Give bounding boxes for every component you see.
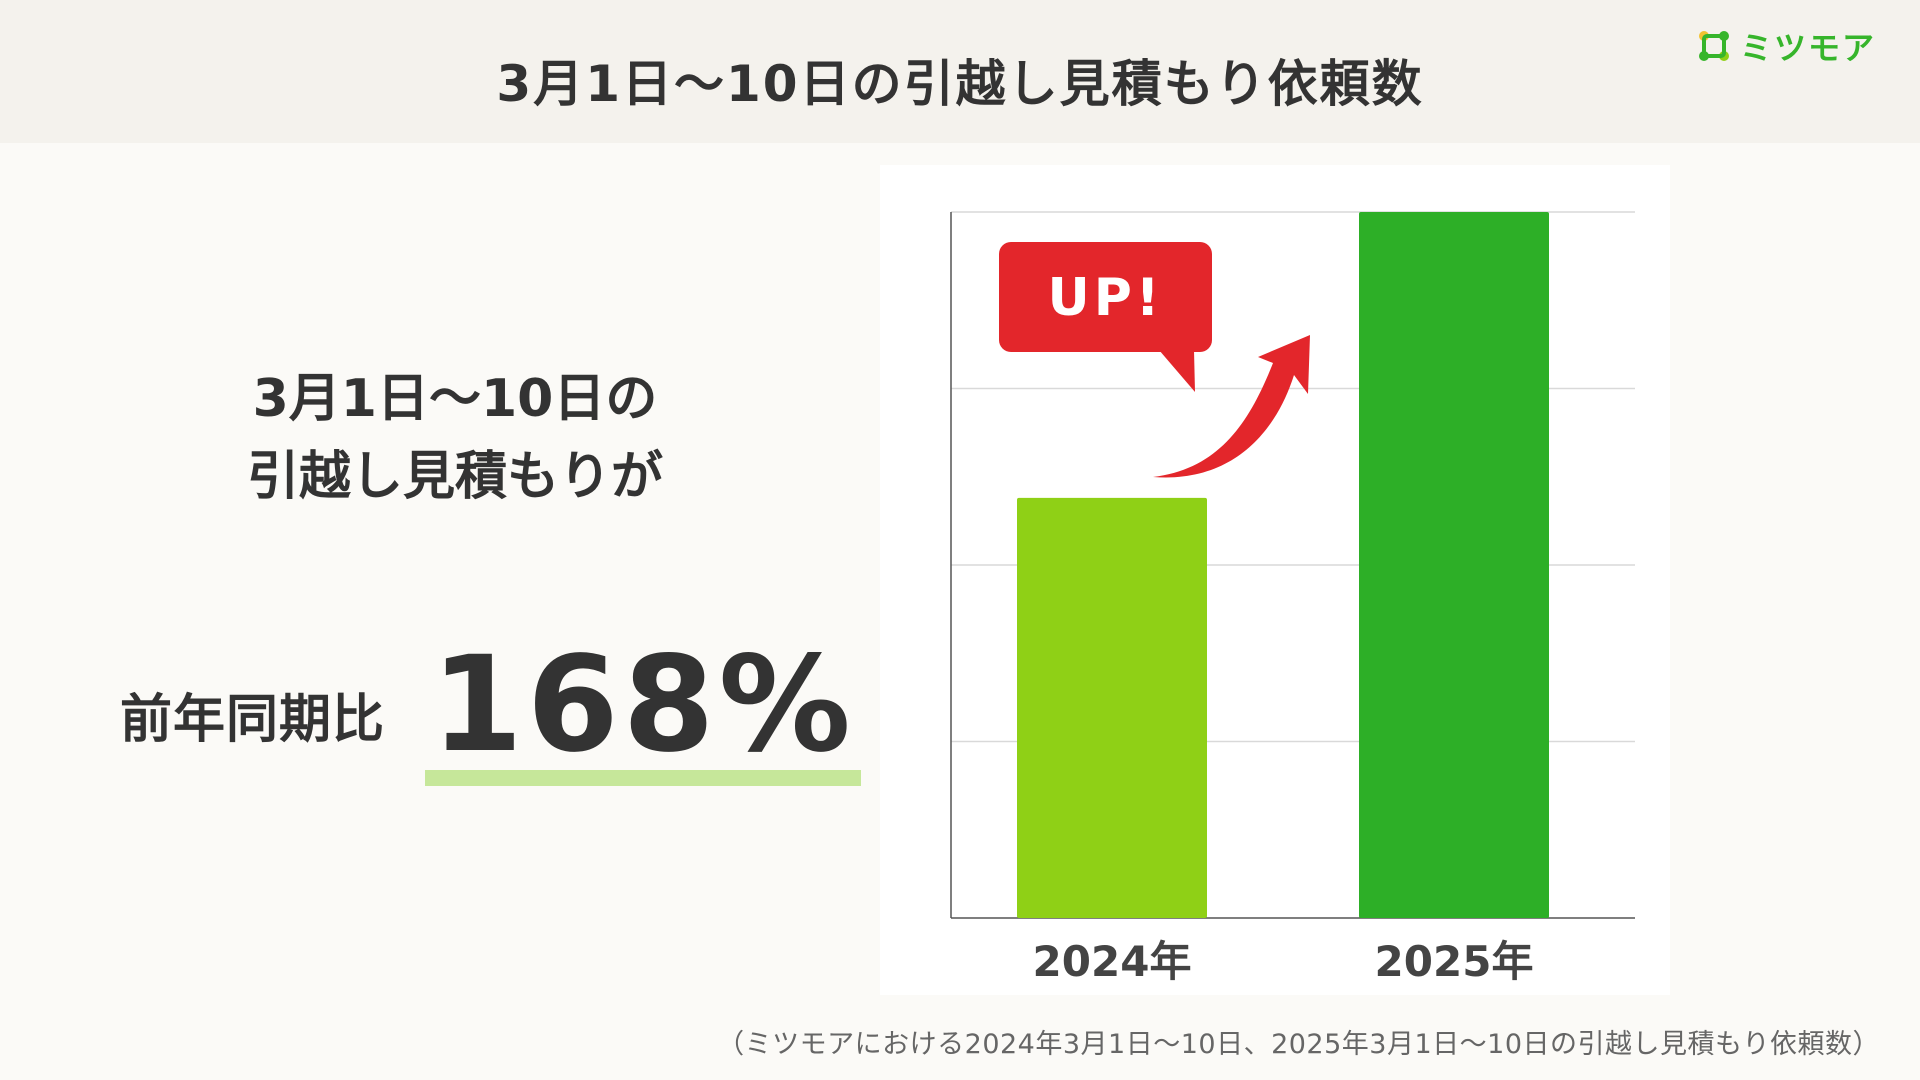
x-tick-label: 2025年 xyxy=(1375,937,1534,986)
comparison-underline xyxy=(425,770,861,786)
bar-2025年 xyxy=(1359,212,1549,918)
up-callout-text: UP! xyxy=(1047,268,1163,328)
page-title: 3月1日〜10日の引越し見積もり依頼数 xyxy=(496,55,1424,113)
headline-line-1: 3月1日〜10日の xyxy=(252,369,658,429)
footnote: （ミツモアにおける2024年3月1日〜10日、2025年3月1日〜10日の引越し… xyxy=(717,1029,1880,1060)
headline-block: 3月1日〜10日の 引越し見積もりが xyxy=(110,360,800,516)
chart-panel: 2024年 2025年 UP! xyxy=(880,165,1670,995)
x-tick-label: 2024年 xyxy=(1033,937,1192,986)
logo-text: ミツモア xyxy=(1739,29,1876,67)
comparison-value-wrap: 168% xyxy=(425,628,861,786)
comparison-label: 前年同期比 xyxy=(120,690,386,750)
brand-logo[interactable]: ミツモア xyxy=(1696,26,1876,67)
header-bar: 3月1日〜10日の引越し見積もり依頼数 ミツモア xyxy=(0,0,1920,143)
bar-chart: 2024年 2025年 UP! xyxy=(950,211,1635,986)
mitsumore-logo-icon xyxy=(1698,31,1729,61)
comparison-value: 168% xyxy=(431,628,855,782)
up-callout-bubble xyxy=(999,242,1212,352)
comparison-row: 前年同期比 168% xyxy=(120,628,861,786)
up-callout-tail xyxy=(1159,350,1195,392)
up-arrow-icon xyxy=(1153,335,1310,478)
headline-line-2: 引越し見積もりが xyxy=(246,447,663,507)
bar-2024年 xyxy=(1017,497,1207,918)
